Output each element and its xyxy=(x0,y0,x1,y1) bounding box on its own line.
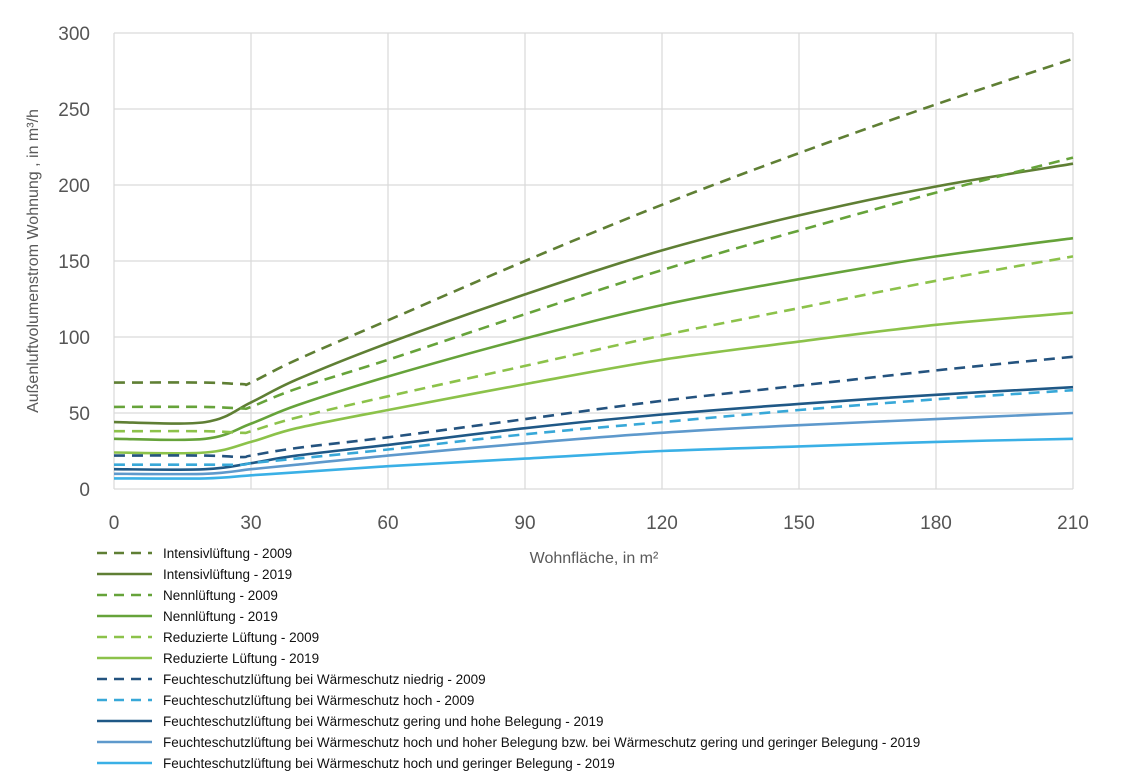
series-line-3 xyxy=(113,156,1074,411)
grid xyxy=(113,32,1074,490)
legend-label: Intensivlüftung - 2009 xyxy=(163,546,292,561)
legend-label: Nennlüftung - 2009 xyxy=(163,588,278,603)
series-line-8 xyxy=(114,388,1074,467)
legend-label: Feuchteschutzlüftung bei Wärmeschutz hoc… xyxy=(163,735,920,750)
x-tick-label: 120 xyxy=(646,513,678,534)
series-line-11 xyxy=(113,437,1074,480)
series-line-5 xyxy=(113,255,1074,435)
legend-label: Feuchteschutzlüftung bei Wärmeschutz nie… xyxy=(163,672,486,687)
legend-label: Intensivlüftung - 2019 xyxy=(163,567,292,582)
series-line-4 xyxy=(113,236,1074,442)
legend-label: Nennlüftung - 2019 xyxy=(163,609,278,624)
series-group xyxy=(113,57,1074,480)
y-axis-title: Außenluftvolumenstrom Wohnung , in m³/h xyxy=(25,109,42,413)
legend-label: Feuchteschutzlüftung bei Wärmeschutz ger… xyxy=(163,714,604,729)
legend: Intensivlüftung - 2009 Intensivlüftung - … xyxy=(97,546,920,771)
x-tick-label: 60 xyxy=(377,513,398,534)
series-line-1 xyxy=(113,57,1074,387)
x-tick-label: 90 xyxy=(514,513,535,534)
legend-label: Feuchteschutzlüftung bei Wärmeschutz hoc… xyxy=(163,756,615,771)
legend-label: Reduzierte Lüftung - 2009 xyxy=(163,630,319,645)
y-tick-label: 0 xyxy=(79,480,90,501)
y-tick-labels: 0 50 100 150 200 250 300 xyxy=(58,24,90,501)
x-tick-label: 150 xyxy=(783,513,815,534)
x-tick-labels: 0 30 60 90 120 150 180 210 xyxy=(109,513,1089,534)
y-tick-label: 300 xyxy=(58,24,90,45)
x-tick-label: 180 xyxy=(920,513,952,534)
x-tick-label: 210 xyxy=(1057,513,1089,534)
x-axis-title: Wohnfläche, in m² xyxy=(530,550,659,567)
y-tick-label: 250 xyxy=(58,100,90,121)
legend-label: Reduzierte Lüftung - 2019 xyxy=(163,651,319,666)
y-tick-label: 100 xyxy=(58,328,90,349)
y-tick-label: 150 xyxy=(58,252,90,273)
y-tick-label: 50 xyxy=(69,404,90,425)
series-line-10 xyxy=(113,411,1074,476)
x-tick-label: 30 xyxy=(240,513,261,534)
x-tick-label: 0 xyxy=(109,513,120,534)
series-line-6 xyxy=(113,311,1074,455)
series-line-7 xyxy=(113,355,1074,459)
legend-label: Feuchteschutzlüftung bei Wärmeschutz hoc… xyxy=(163,693,474,708)
y-tick-label: 200 xyxy=(58,176,90,197)
